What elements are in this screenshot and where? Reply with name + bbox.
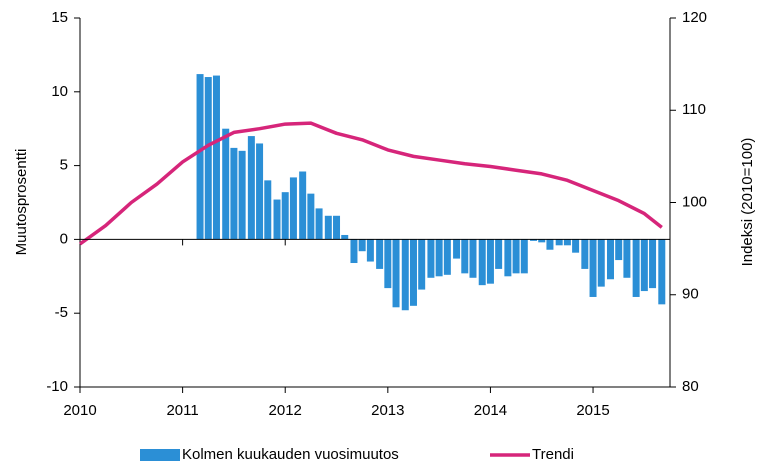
bar: [461, 239, 469, 274]
bar: [597, 239, 605, 287]
bar: [563, 239, 571, 246]
x-tick-label: 2012: [269, 402, 302, 419]
bar: [222, 128, 230, 240]
bar: [238, 150, 246, 240]
bar: [409, 239, 417, 306]
bar: [555, 239, 563, 246]
bar: [504, 239, 512, 277]
y2-tick-label: 80: [682, 378, 699, 395]
legend-label: Kolmen kuukauden vuosimuutos: [182, 446, 399, 463]
x-tick-label: 2013: [371, 402, 404, 419]
bar: [358, 239, 366, 252]
bar: [589, 239, 597, 297]
bar: [443, 239, 451, 275]
bar: [546, 239, 554, 250]
y-axis-label: Muutosprosentti: [13, 149, 30, 256]
bar: [418, 239, 426, 290]
legend-swatch: [140, 449, 180, 461]
bar: [366, 239, 374, 262]
bar: [427, 239, 435, 278]
bar: [289, 177, 297, 240]
bar: [401, 239, 409, 311]
bar: [230, 147, 238, 240]
bar: [247, 136, 255, 240]
bar: [453, 239, 461, 259]
bar: [256, 143, 264, 240]
bar: [478, 239, 486, 286]
x-tick-label: 2015: [576, 402, 609, 419]
bar: [623, 239, 631, 278]
bar: [212, 75, 220, 240]
y-tick-label: 10: [51, 83, 68, 100]
bar: [581, 239, 589, 269]
x-tick-label: 2014: [474, 402, 507, 419]
bar: [606, 239, 614, 280]
bar: [333, 215, 341, 240]
y-tick-label: 5: [60, 157, 68, 174]
bar: [350, 239, 358, 264]
bar: [658, 239, 666, 305]
bar: [204, 77, 212, 240]
bar: [196, 74, 204, 240]
y-tick-label: 15: [51, 9, 68, 26]
bar: [469, 239, 477, 278]
bar: [632, 239, 640, 297]
bar: [392, 239, 400, 308]
y2-tick-label: 110: [682, 101, 706, 118]
bar: [486, 239, 494, 284]
bar: [299, 171, 307, 240]
y2-axis-label: Indeksi (2010=100): [739, 138, 756, 267]
bar: [341, 234, 349, 240]
bar: [307, 193, 315, 240]
x-tick-label: 2010: [63, 402, 96, 419]
y2-tick-label: 100: [682, 193, 707, 210]
bar: [376, 239, 384, 269]
bar: [324, 215, 332, 240]
bar: [435, 239, 443, 277]
bar: [264, 180, 272, 240]
bar: [520, 239, 528, 274]
legend-label: Trendi: [532, 446, 574, 463]
bar: [512, 239, 520, 274]
y-tick-label: -5: [55, 304, 68, 321]
bar: [530, 239, 538, 241]
bar: [572, 239, 580, 253]
bar: [315, 208, 323, 240]
bar: [538, 239, 546, 243]
bar: [281, 192, 289, 240]
y2-tick-label: 120: [682, 9, 707, 26]
bar: [640, 239, 648, 292]
bar: [649, 239, 657, 289]
y-tick-label: 0: [60, 230, 68, 247]
x-tick-label: 2011: [166, 402, 198, 419]
y-tick-label: -10: [46, 378, 68, 395]
bar: [615, 239, 623, 261]
bar: [384, 239, 392, 289]
trend-line: [78, 121, 663, 246]
bar: [495, 239, 503, 269]
y2-tick-label: 90: [682, 286, 699, 303]
bar: [273, 199, 281, 240]
